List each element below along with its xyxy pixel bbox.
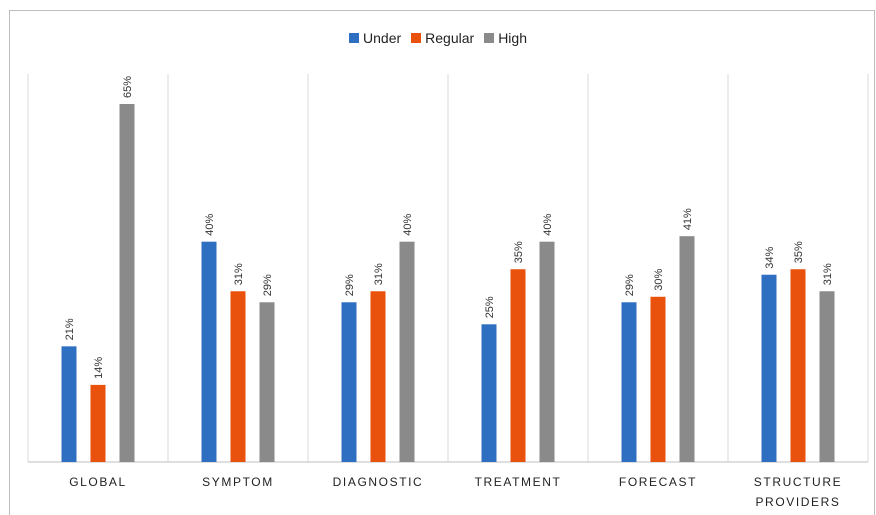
data-label: 29% (624, 274, 636, 296)
data-label: 30% (653, 269, 665, 291)
x-tick-label: STRUCTURE (754, 475, 842, 489)
data-label: 14% (93, 357, 105, 379)
bar-high (119, 104, 135, 462)
x-tick-label: DIAGNOSTIC (333, 475, 424, 489)
bar-high (819, 291, 835, 462)
data-label: 29% (262, 274, 274, 296)
bar-regular (650, 296, 666, 462)
data-label: 40% (204, 213, 216, 235)
legend-swatch-regular (411, 33, 422, 43)
legend-label-under: Under (363, 30, 402, 46)
data-label: 35% (793, 241, 805, 263)
bar-regular (370, 291, 386, 462)
bar-regular (90, 384, 106, 462)
bar-under (61, 346, 77, 462)
bar-high (539, 241, 555, 462)
bar-high (679, 236, 695, 462)
bar-high (399, 241, 415, 462)
data-label: 31% (822, 263, 834, 285)
data-label: 41% (682, 208, 694, 230)
legend-item-high: High (484, 30, 527, 46)
data-label: 31% (373, 263, 385, 285)
bar-under (201, 241, 217, 462)
bar-under (621, 302, 637, 462)
legend-label-regular: Regular (425, 30, 475, 46)
data-label: 29% (344, 274, 356, 296)
x-tick-label: PROVIDERS (755, 495, 840, 509)
bar-regular (510, 269, 526, 462)
legend-label-high: High (498, 30, 527, 46)
data-label: 21% (64, 318, 76, 340)
data-label: 40% (542, 213, 554, 235)
bar-regular (230, 291, 246, 462)
legend-swatch-under (349, 33, 360, 43)
bar-under (481, 324, 497, 462)
chart-legend: Under Regular High (0, 30, 876, 46)
data-label: 25% (484, 296, 496, 318)
x-tick-label: GLOBAL (69, 475, 127, 489)
data-label: 35% (513, 241, 525, 263)
bar-regular (790, 269, 806, 462)
data-label: 31% (233, 263, 245, 285)
bar-under (341, 302, 357, 462)
bar-high (259, 302, 275, 462)
x-tick-label: FORECAST (619, 475, 697, 489)
x-tick-label: SYMPTOM (202, 475, 274, 489)
data-label: 34% (764, 247, 776, 269)
chart-frame (9, 10, 875, 515)
legend-item-under: Under (349, 30, 401, 46)
data-label: 65% (122, 76, 134, 98)
legend-item-regular: Regular (411, 30, 474, 46)
bar-under (761, 274, 777, 462)
legend-swatch-high (484, 33, 495, 43)
data-label: 40% (402, 213, 414, 235)
x-tick-label: TREATMENT (475, 475, 562, 489)
